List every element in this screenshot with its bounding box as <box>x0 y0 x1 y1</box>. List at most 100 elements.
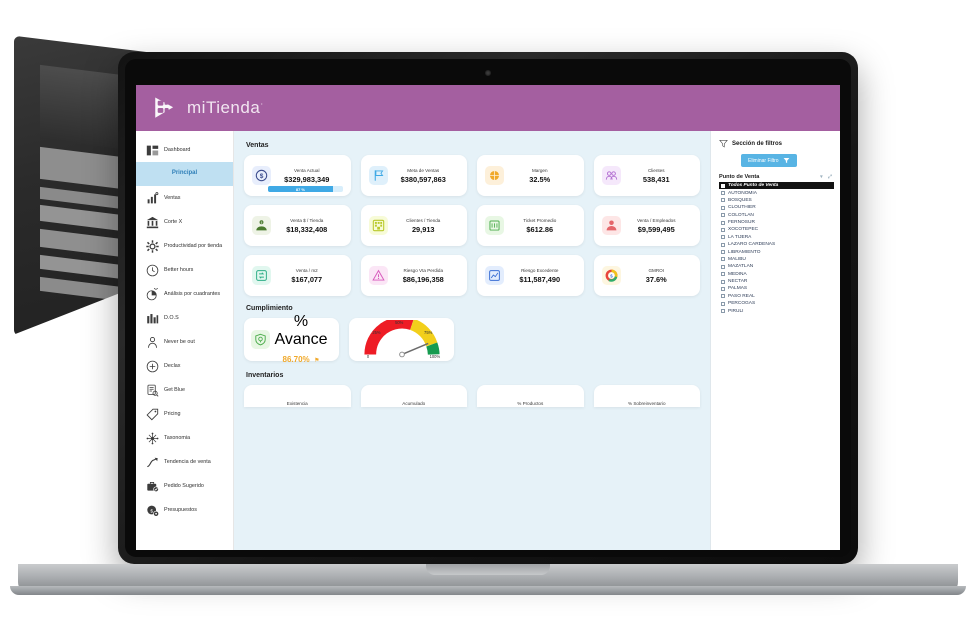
filter-option-label: LIBRAMIENTO <box>728 249 761 255</box>
dashboard-icon <box>146 145 159 155</box>
kpi-card-margen[interactable]: Margen 32.5% <box>477 155 584 196</box>
checkbox-icon[interactable] <box>721 257 725 262</box>
sidebar-item-taxonomia[interactable]: Taxonomia <box>136 426 233 450</box>
filter-option[interactable]: MAZATLAN <box>719 263 834 270</box>
checkbox-icon[interactable] <box>721 205 725 210</box>
sidebar-item-tendencia-de-venta[interactable]: Tendencia de venta <box>136 450 233 474</box>
filter-option[interactable]: FERNOSUR <box>719 219 834 226</box>
kpi-card-gmroi[interactable]: $ GMROI 37.6% <box>593 255 700 296</box>
kpi-card-meta-de-ventas[interactable]: Meta de Ventas $380,597,863 <box>360 155 467 196</box>
sidebar-item-productividad-por-tienda[interactable]: Productividad por tienda <box>136 234 233 258</box>
histogram-icon <box>147 313 159 323</box>
filter-option[interactable]: PIRULI <box>719 307 834 314</box>
shield-check-icon <box>251 330 270 349</box>
sidebar-item-pedido-sugerido[interactable]: Pedido Sugerido <box>136 474 233 498</box>
kpi-card-ticket-promedio[interactable]: Ticket Promedio $612.86 <box>477 205 584 246</box>
kpi-label: Ticket Promedio <box>523 217 557 223</box>
kpi-card-clientes-por-tienda[interactable]: Clientes / Tienda 29,913 <box>360 205 467 246</box>
sidebar-item-get-blue[interactable]: Get Blue <box>136 378 233 402</box>
filter-option[interactable]: NECTAR <box>719 278 834 285</box>
people-icon <box>601 166 621 185</box>
laptop-base-lip <box>10 586 966 595</box>
filter-option[interactable]: LA TIJERA <box>719 234 834 241</box>
sidebar-item-ventas[interactable]: Ventas <box>136 186 233 210</box>
inventario-card-sobreinventario[interactable]: % Sobreinventario <box>593 385 700 407</box>
filter-option[interactable]: PALMAS <box>719 285 834 292</box>
filter-option[interactable]: LIBRAMIENTO <box>719 248 834 255</box>
filter-option-list[interactable]: Todos Punto de Venta AUTONOMIA BOSQUES C… <box>719 182 834 315</box>
inventario-card-acumulado[interactable]: Acumulado <box>360 385 467 407</box>
filter-option-label: LA TIJERA <box>728 234 752 240</box>
sidebar-item-declax[interactable]: Declax <box>136 354 233 378</box>
kpi-card-avance[interactable]: % Avance 86.70% ⚑ <box>244 313 339 364</box>
webcam-icon <box>485 70 491 76</box>
funnel-icon <box>719 140 728 148</box>
flag-icon: ⚑ <box>314 357 320 364</box>
filter-option[interactable]: MALIBU <box>719 256 834 263</box>
sidebar-item-principal[interactable]: Principal <box>136 162 233 186</box>
kpi-row-2: $ Venta $ / Tienda $18,332,408 <box>244 205 700 246</box>
kpi-card-riesgo-excedente[interactable]: Riesgo Excedente $11,587,490 <box>477 255 584 296</box>
clear-filter-button[interactable]: Eliminar Filtro <box>741 154 797 167</box>
checkbox-icon[interactable] <box>721 294 725 299</box>
checkbox-icon[interactable] <box>721 183 725 188</box>
kpi-card-venta-actual[interactable]: $ Venta Actual $329,983,349 87 % <box>244 155 351 196</box>
checkbox-icon[interactable] <box>721 309 725 314</box>
checkbox-icon[interactable] <box>721 242 725 247</box>
svg-text:$: $ <box>150 508 153 514</box>
sidebar-item-label: Principal <box>171 170 198 177</box>
laptop-device: miTienda· Dashboard Principal <box>10 52 966 595</box>
sidebar-item-pricing[interactable]: Pricing <box>136 402 233 426</box>
sidebar-item-presupuestos[interactable]: $ Presupuestos <box>136 498 233 522</box>
briefcase-check-icon <box>147 481 159 492</box>
kpi-row-1: $ Venta Actual $329,983,349 87 % <box>244 155 700 196</box>
sidebar-item-never-be-out[interactable]: Never be out <box>136 330 233 354</box>
receipt-icon <box>485 216 504 235</box>
checkbox-icon[interactable] <box>721 227 725 232</box>
checkbox-icon[interactable] <box>721 220 725 225</box>
filter-option[interactable]: MEDINA <box>719 271 834 278</box>
checkbox-icon[interactable] <box>721 279 725 284</box>
kpi-card-venta-por-tienda[interactable]: $ Venta $ / Tienda $18,332,408 <box>244 205 351 246</box>
dollar-circle-icon: $ <box>252 166 271 185</box>
filter-option[interactable]: COLOTLAN <box>719 212 834 219</box>
sidebar-item-dos[interactable]: D.O.S <box>136 306 233 330</box>
kpi-card-clientes[interactable]: Clientes 538,431 <box>593 155 700 196</box>
sidebar-item-corte-x[interactable]: Corte X <box>136 210 233 234</box>
kpi-card-riesgo-vta-perdida[interactable]: Riesgo Vta Perdida $86,196,358 <box>360 255 467 296</box>
kpi-label: % Avance <box>274 312 328 348</box>
kpi-value: $9,599,495 <box>637 224 675 234</box>
checkbox-icon[interactable] <box>721 272 725 277</box>
inventario-card-existencia[interactable]: Existencia <box>244 385 351 407</box>
checkbox-icon[interactable] <box>721 301 725 306</box>
inventario-card-productos[interactable]: % Productos <box>477 385 584 407</box>
sidebar-item-label: D.O.S <box>164 314 179 321</box>
tag-icon <box>146 408 159 420</box>
filter-option[interactable]: Todos Punto de Venta <box>719 182 834 190</box>
checkbox-icon[interactable] <box>721 264 725 269</box>
kpi-label: GMROI <box>648 267 665 273</box>
filter-option[interactable]: PERCOGAS <box>719 300 834 307</box>
checkbox-icon[interactable] <box>721 198 725 203</box>
sidebar[interactable]: Dashboard Principal Ventas C <box>136 131 234 550</box>
filter-option[interactable]: LAZARO CARDENAS <box>719 241 834 248</box>
checkbox-icon[interactable] <box>721 286 725 291</box>
filter-option[interactable]: CLOUTHIER <box>719 204 834 211</box>
sidebar-item-label: Dashboard <box>164 146 191 153</box>
kpi-card-venta-por-m2[interactable]: Venta / m2 $167,077 <box>244 255 351 296</box>
kpi-label: Riesgo Vta Perdida <box>403 267 444 273</box>
checkbox-icon[interactable] <box>721 250 725 255</box>
checkbox-icon[interactable] <box>721 191 725 196</box>
filter-option[interactable]: PASO REAL <box>719 293 834 300</box>
gauge-chart-card: 0 25% 50% 75% 100% <box>349 318 454 361</box>
checkbox-icon[interactable] <box>721 235 725 240</box>
sidebar-item-dashboard[interactable]: Dashboard <box>136 138 233 162</box>
sidebar-item-better-hours[interactable]: Better hours <box>136 258 233 282</box>
kpi-card-venta-por-empleados[interactable]: Venta / Empleados $9,599,495 <box>593 205 700 246</box>
sidebar-item-analisis-por-cuadrantes[interactable]: Análisis por cuadrantes <box>136 282 233 306</box>
filter-option[interactable]: BOSQUES <box>719 197 834 204</box>
filter-option[interactable]: XOCOTEPEC <box>719 226 834 233</box>
filter-tools-icon[interactable]: ▾ ⤢ <box>820 174 834 180</box>
filter-option[interactable]: AUTONOMIA <box>719 189 834 196</box>
checkbox-icon[interactable] <box>721 213 725 218</box>
